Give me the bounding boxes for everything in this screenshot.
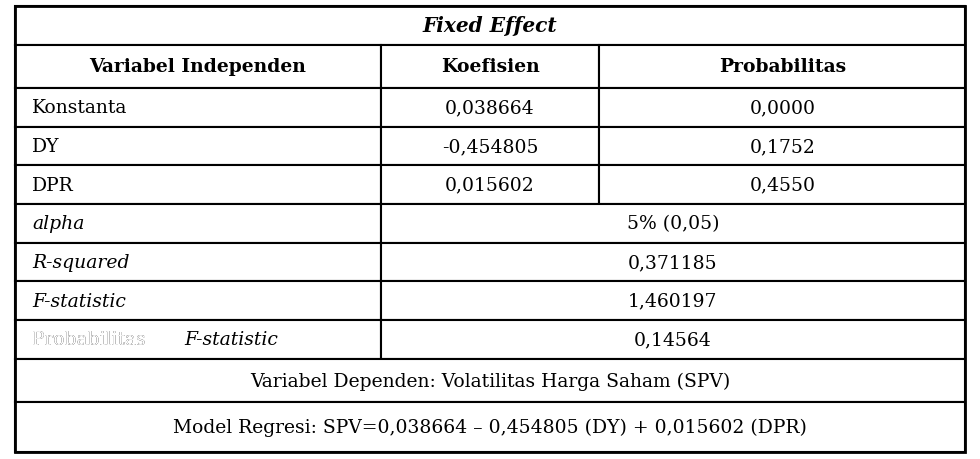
Text: 0,4550: 0,4550 — [750, 176, 815, 194]
Text: Probabilitas: Probabilitas — [32, 330, 152, 349]
Text: 0,038664: 0,038664 — [445, 99, 535, 117]
Text: Variabel Dependen: Volatilitas Harga Saham (SPV): Variabel Dependen: Volatilitas Harga Sah… — [250, 371, 730, 390]
Text: 0,14564: 0,14564 — [634, 330, 711, 349]
Bar — [380, 127, 600, 166]
Text: Model Regresi: SPV=0,038664 – 0,454805 (DY) + 0,015602 (DPR): Model Regresi: SPV=0,038664 – 0,454805 (… — [173, 418, 807, 436]
Bar — [380, 243, 965, 282]
Bar — [380, 320, 965, 359]
Bar — [600, 45, 965, 89]
Bar — [15, 320, 380, 359]
Bar — [600, 127, 965, 166]
Text: DPR: DPR — [32, 176, 74, 194]
Text: 1,460197: 1,460197 — [628, 292, 717, 310]
Text: -0,454805: -0,454805 — [442, 138, 538, 156]
Bar — [15, 166, 380, 205]
Bar — [380, 205, 965, 243]
Bar — [600, 166, 965, 205]
Bar — [15, 282, 380, 320]
Bar — [380, 45, 600, 89]
Text: 0,0000: 0,0000 — [750, 99, 815, 117]
Bar — [380, 89, 600, 127]
Text: 0,371185: 0,371185 — [628, 253, 717, 271]
Text: R-squared: R-squared — [32, 253, 129, 271]
Bar — [15, 243, 380, 282]
Text: Konstanta: Konstanta — [32, 99, 127, 117]
Text: F-statistic: F-statistic — [184, 330, 278, 349]
Text: F-statistic: F-statistic — [32, 292, 126, 310]
Text: Probabilitas: Probabilitas — [32, 330, 152, 349]
Text: alpha: alpha — [32, 215, 84, 233]
Bar — [15, 359, 965, 402]
Text: DY: DY — [32, 138, 60, 156]
Bar — [380, 282, 965, 320]
Text: Probabilitas: Probabilitas — [718, 58, 846, 76]
Bar — [15, 89, 380, 127]
Bar — [600, 89, 965, 127]
Text: 0,1752: 0,1752 — [750, 138, 815, 156]
Bar — [15, 7, 965, 45]
Text: 0,015602: 0,015602 — [445, 176, 535, 194]
Text: 5% (0,05): 5% (0,05) — [627, 215, 719, 233]
Bar — [380, 166, 600, 205]
Text: Koefisien: Koefisien — [441, 58, 539, 76]
Bar — [15, 127, 380, 166]
Bar — [15, 205, 380, 243]
Bar — [15, 45, 380, 89]
Bar — [15, 402, 965, 452]
Text: Variabel Independen: Variabel Independen — [89, 58, 306, 76]
Text: Fixed Effect: Fixed Effect — [422, 16, 558, 36]
